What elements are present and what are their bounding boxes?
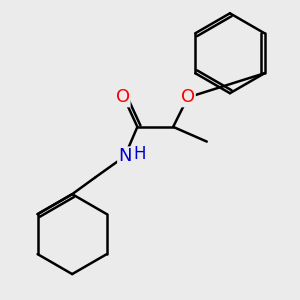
Text: N: N (118, 147, 131, 165)
Text: O: O (181, 88, 195, 106)
Text: H: H (133, 145, 146, 163)
Text: O: O (116, 88, 130, 106)
